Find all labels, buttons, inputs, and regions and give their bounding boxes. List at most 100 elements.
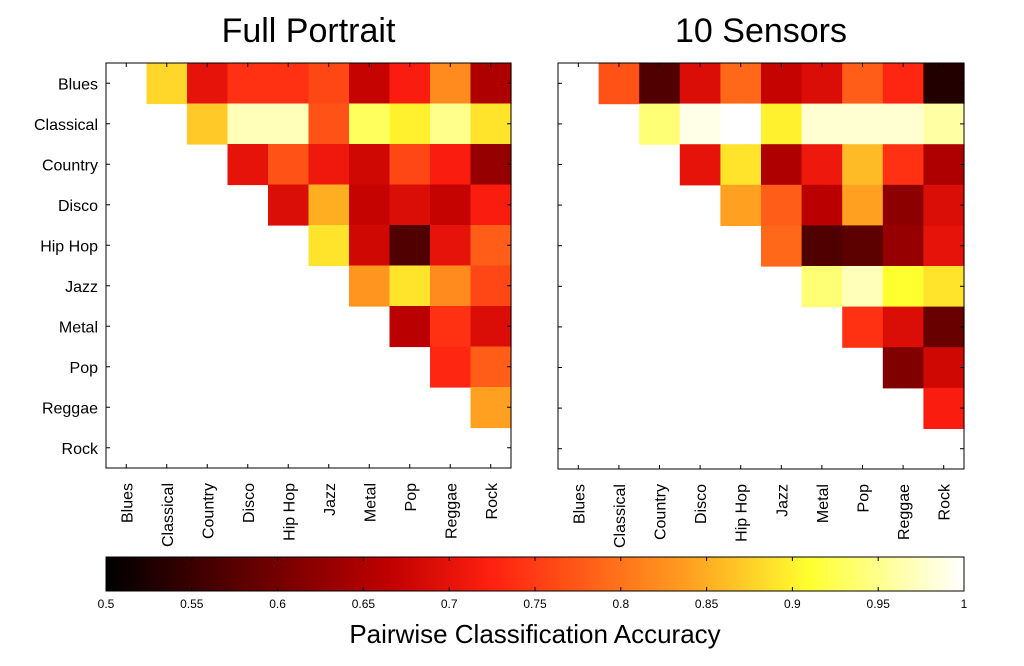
col-label-country: Country <box>200 483 217 539</box>
cell-classical-country <box>187 103 229 145</box>
cell-country-disco <box>679 144 721 186</box>
cell-pop-reggae <box>430 346 472 388</box>
cell-disco-hip-hop <box>720 184 762 226</box>
cell-blues-classical <box>146 63 188 105</box>
cell-classical-country <box>639 103 681 145</box>
cell-jazz-reggae <box>430 265 472 307</box>
colorbar-tick-label: 0.7 <box>441 597 458 611</box>
cell-classical-disco <box>227 103 269 145</box>
cell-hip-hop-jazz <box>761 225 803 267</box>
colorbar: 0.5 0.55 0.6 0.65 0.7 0.75 0.8 0.85 0.9 0.95 1 Pai… <box>98 556 968 649</box>
cell-classical-pop <box>842 103 884 145</box>
cell-classical-rock <box>470 103 512 145</box>
row-label-hip-hop: Hip Hop <box>40 238 98 255</box>
cell-classical-hip-hop <box>720 103 762 145</box>
cell-blues-metal <box>801 63 843 105</box>
cell-disco-rock <box>470 184 512 226</box>
panel-full-portrait: Full Portrait Blues Classical Country Disco H… <box>34 12 512 547</box>
cell-classical-hip-hop <box>268 103 310 145</box>
cell-jazz-reggae <box>882 266 924 308</box>
row-label-classical: Classical <box>34 117 98 134</box>
cell-hip-hop-rock <box>470 225 512 267</box>
cell-disco-reggae <box>430 184 472 226</box>
panel-title: 10 Sensors <box>675 12 847 50</box>
cell-blues-classical <box>598 63 640 105</box>
cell-metal-reggae <box>430 306 472 348</box>
cell-metal-pop <box>842 306 884 348</box>
colorbar-tick-label: 0.65 <box>352 597 376 611</box>
cell-blues-disco <box>227 63 269 105</box>
cell-disco-pop <box>842 184 884 226</box>
col-label-rock: Rock <box>937 483 954 520</box>
cell-hip-hop-metal <box>801 225 843 267</box>
cell-classical-jazz <box>761 103 803 145</box>
colorbar-tick-label: 0.8 <box>612 597 629 611</box>
row-label-disco: Disco <box>58 198 98 215</box>
row-label-blues: Blues <box>58 76 98 93</box>
cell-disco-metal <box>801 184 843 226</box>
col-label-metal: Metal <box>815 484 832 523</box>
row-label-rock: Rock <box>62 441 99 458</box>
cell-blues-country <box>639 63 681 105</box>
col-label-disco: Disco <box>693 484 710 524</box>
cell-blues-rock <box>923 63 965 105</box>
cell-country-hip-hop <box>268 144 310 186</box>
col-label-hip-hop: Hip Hop <box>281 483 298 541</box>
cell-jazz-rock <box>923 266 965 308</box>
cell-disco-reggae <box>882 184 924 226</box>
col-label-pop: Pop <box>403 483 420 512</box>
plot-border <box>557 62 965 470</box>
colorbar-label: Pairwise Classification Accuracy <box>349 619 720 649</box>
cell-metal-rock <box>923 306 965 348</box>
cell-pop-reggae <box>882 347 924 389</box>
colorbar-tick-label: 0.95 <box>867 597 891 611</box>
cell-country-pop <box>842 144 884 186</box>
panel-title: Full Portrait <box>222 12 396 50</box>
colorbar-tick-label: 0.9 <box>784 597 801 611</box>
colorbar-ticks: 0.5 0.55 0.6 0.65 0.7 0.75 0.8 0.85 0.9 0.95 1 <box>98 557 968 611</box>
cell-blues-hip-hop <box>720 63 762 105</box>
cell-country-metal <box>801 144 843 186</box>
cell-jazz-rock <box>470 265 512 307</box>
cell-classical-reggae <box>430 103 472 145</box>
cell-classical-pop <box>389 103 431 145</box>
cell-classical-metal <box>801 103 843 145</box>
colorbar-tick-label: 0.85 <box>695 597 719 611</box>
cell-jazz-metal <box>801 266 843 308</box>
cell-country-reggae <box>882 144 924 186</box>
cell-blues-jazz <box>308 63 350 105</box>
cell-blues-country <box>187 63 229 105</box>
cell-metal-pop <box>389 306 431 348</box>
cell-country-hip-hop <box>720 144 762 186</box>
cell-blues-disco <box>679 63 721 105</box>
col-label-jazz: Jazz <box>322 483 339 516</box>
colorbar-tick-label: 0.55 <box>180 597 204 611</box>
cell-disco-jazz <box>308 184 350 226</box>
colorbar-tick-label: 0.6 <box>269 597 286 611</box>
cell-classical-jazz <box>308 103 350 145</box>
cell-hip-hop-reggae <box>882 225 924 267</box>
cell-country-reggae <box>430 144 472 186</box>
col-label-disco: Disco <box>241 483 258 523</box>
cell-reggae-rock <box>470 387 512 429</box>
cell-hip-hop-jazz <box>308 225 350 267</box>
col-label-classical: Classical <box>160 483 177 547</box>
cell-country-pop <box>389 144 431 186</box>
cell-pop-rock <box>923 347 965 389</box>
cell-jazz-metal <box>349 265 391 307</box>
cell-country-rock <box>470 144 512 186</box>
cell-blues-reggae <box>430 63 472 105</box>
cell-pop-rock <box>470 346 512 388</box>
row-label-jazz: Jazz <box>65 279 98 296</box>
row-label-country: Country <box>42 157 98 174</box>
cell-classical-disco <box>679 103 721 145</box>
cell-disco-jazz <box>761 184 803 226</box>
cell-blues-pop <box>389 63 431 105</box>
panels-group: Full Portrait Blues Classical Country Disco H… <box>34 12 965 548</box>
row-label-pop: Pop <box>70 360 99 377</box>
col-label-metal: Metal <box>362 483 379 522</box>
col-label-reggae: Reggae <box>443 483 460 539</box>
colorbar-gradient <box>106 557 964 591</box>
cell-country-jazz <box>308 144 350 186</box>
cell-classical-metal <box>349 103 391 145</box>
